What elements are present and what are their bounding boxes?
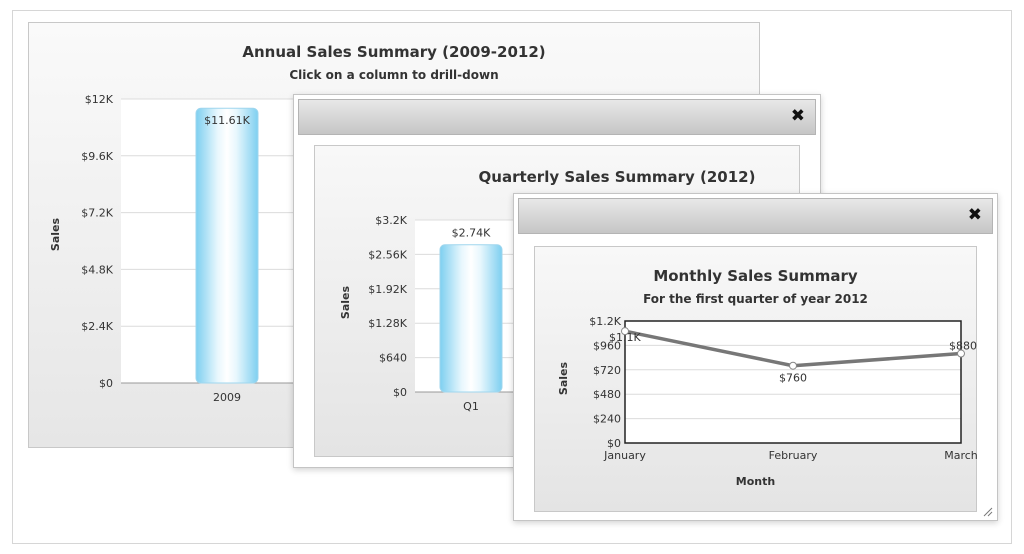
y-tick-label: $1.2K	[589, 315, 621, 328]
monthly-chart-svg: $0 $240 $480 $720 $960 $1.2K $1.1K January $760 F…	[589, 315, 978, 462]
y-tick-label: $960	[593, 339, 621, 352]
x-tick-label: 2009	[213, 391, 241, 404]
x-tick-label: January	[603, 449, 646, 462]
y-tick-label: $2.56K	[368, 248, 407, 261]
data-label: $760	[779, 372, 807, 385]
monthly-chart-title: Monthly Sales Summary	[653, 267, 858, 285]
y-tick-label: $640	[379, 352, 407, 365]
x-tick-label: March	[944, 449, 978, 462]
monthly-dialog[interactable]: ✖ Monthly Sales Summary For the first qu…	[513, 193, 998, 521]
resize-grip-icon[interactable]	[981, 505, 993, 517]
monthly-x-axis-label: Month	[735, 475, 776, 488]
quarterly-dialog-header[interactable]: ✖	[298, 99, 816, 135]
x-tick-label: February	[769, 449, 818, 462]
y-tick-label: $2.4K	[81, 320, 113, 333]
data-label: $11.61K	[204, 114, 250, 127]
y-tick-label: $1.92K	[368, 283, 407, 296]
y-tick-label: $3.2K	[375, 214, 407, 227]
y-tick-label: $1.28K	[368, 317, 407, 330]
monthly-dialog-header[interactable]: ✖	[518, 198, 993, 234]
y-tick-label: $480	[593, 388, 621, 401]
data-label: $2.74K	[452, 227, 491, 240]
annual-chart-title: Annual Sales Summary (2009-2012)	[242, 43, 546, 61]
y-tick-label: $0	[99, 377, 113, 390]
y-tick-label: $240	[593, 413, 621, 426]
quarterly-chart-svg: $0 $640 $1.28K $1.92K $2.56K $3.2K $2.74K Q1	[368, 214, 525, 413]
y-tick-label: $0	[393, 386, 407, 399]
data-point	[957, 349, 965, 358]
y-tick-label: $12K	[85, 93, 114, 106]
close-icon[interactable]: ✖	[967, 205, 982, 225]
annual-chart-svg: $0 $2.4K $4.8K $7.2K $9.6K $12K $11.61K 2009	[81, 93, 301, 404]
y-tick-label: $9.6K	[81, 150, 113, 163]
bar	[195, 107, 259, 384]
x-tick-label: Q1	[463, 400, 479, 413]
annual-chart-subtitle: Click on a column to drill-down	[289, 68, 499, 82]
y-tick-label: $7.2K	[81, 207, 113, 220]
bar	[439, 244, 503, 393]
monthly-chart-subtitle: For the first quarter of year 2012	[643, 292, 868, 306]
data-point	[789, 361, 797, 370]
data-point	[621, 327, 629, 336]
y-tick-label: $720	[593, 364, 621, 377]
plot-border	[624, 320, 962, 444]
y-tick-label: $4.8K	[81, 263, 113, 276]
quarterly-chart-title: Quarterly Sales Summary (2012)	[478, 168, 756, 186]
data-label: $1.1K	[609, 331, 641, 344]
data-label: $880	[949, 340, 977, 353]
close-icon[interactable]: ✖	[790, 106, 805, 126]
monthly-chart-panel: Monthly Sales Summary For the first quar…	[534, 246, 978, 512]
y-tick-label: $0	[607, 437, 621, 450]
